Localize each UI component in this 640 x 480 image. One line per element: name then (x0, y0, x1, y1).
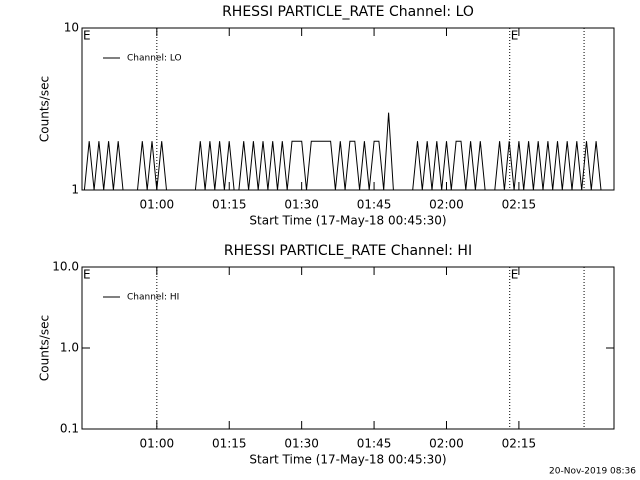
x-tick-label: 01:45 (357, 198, 392, 212)
y-tick-label: 10.0 (52, 260, 79, 274)
y-tick-label: 1 (71, 183, 79, 197)
event-label: E (511, 268, 519, 282)
x-tick-label: 02:00 (429, 198, 464, 212)
x-tick-label: 01:15 (212, 437, 247, 451)
event-label: E (511, 29, 519, 43)
y-axis-label: Counts/sec (38, 315, 52, 381)
x-tick-label: 01:15 (212, 198, 247, 212)
x-axis-label: Start Time (17-May-18 00:45:30) (249, 453, 446, 467)
x-axis-label: Start Time (17-May-18 00:45:30) (249, 214, 446, 228)
x-tick-label: 01:45 (357, 437, 392, 451)
x-tick-label: 02:15 (502, 437, 537, 451)
x-tick-label: 02:00 (429, 437, 464, 451)
legend-label: Channel: HI (127, 293, 179, 303)
y-axis-label: Counts/sec (38, 76, 52, 142)
x-tick-label: 01:00 (140, 198, 175, 212)
event-label: E (83, 268, 91, 282)
x-tick-label: 01:30 (284, 198, 319, 212)
x-tick-label: 01:00 (140, 437, 175, 451)
y-tick-label: 1.0 (60, 341, 79, 355)
y-tick-label: 0.1 (60, 422, 79, 436)
x-tick-label: 02:15 (502, 198, 537, 212)
x-tick-label: 01:30 (284, 437, 319, 451)
plot-frame (81, 27, 615, 191)
data-line (83, 112, 602, 191)
legend-label: Channel: LO (127, 54, 182, 64)
chart-title: RHESSI PARTICLE_RATE Channel: LO (222, 4, 474, 20)
chart-title: RHESSI PARTICLE_RATE Channel: HI (224, 243, 472, 259)
footer: 20-Nov-2019 08:36 (549, 467, 636, 477)
y-tick-label: 10 (64, 21, 79, 35)
event-label: E (83, 29, 91, 43)
